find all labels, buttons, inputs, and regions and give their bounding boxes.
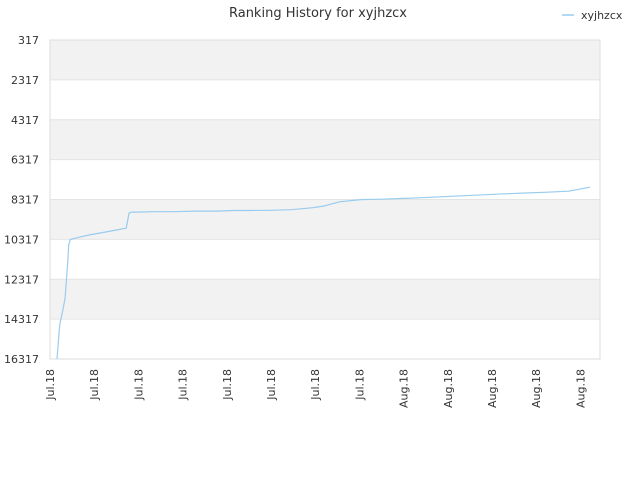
series-line-xyjhzcx <box>56 186 591 360</box>
x-tick-label: Jul.18 <box>221 369 234 401</box>
x-axis-ticks: Jul.18 Jul.18 Jul.18 Jul.18 Jul.18 Jul.18 Jul.… <box>44 369 587 408</box>
x-tick-label: Jul.18 <box>309 369 322 401</box>
x-tick-label: Jul.18 <box>44 369 57 401</box>
legend-label: xyjhzcx <box>581 9 623 22</box>
plot-band <box>50 40 600 80</box>
x-tick-label: Jul.18 <box>132 369 145 401</box>
x-tick-label: Jul.18 <box>265 369 278 401</box>
y-tick-label: 317 <box>18 34 39 47</box>
x-tick-label: Aug.18 <box>398 369 411 408</box>
x-tick-label: Jul.18 <box>177 369 190 401</box>
y-axis-ticks: 317 2317 4317 6317 8317 10317 12317 14317 16317 <box>4 34 39 366</box>
x-tick-label: Jul.18 <box>353 369 366 401</box>
x-tick-label: Jul.18 <box>88 369 101 401</box>
y-tick-label: 4317 <box>11 114 39 127</box>
y-tick-label: 2317 <box>11 74 39 87</box>
legend: xyjhzcx <box>562 9 623 22</box>
x-tick-label: Aug.18 <box>574 369 587 408</box>
x-tick-label: Aug.18 <box>486 369 499 408</box>
plot-band <box>50 119 600 160</box>
y-tick-label: 12317 <box>4 273 39 286</box>
y-tick-label: 8317 <box>11 194 39 207</box>
chart-title: Ranking History for xyjhzcx <box>229 6 407 21</box>
y-tick-label: 16317 <box>4 353 39 366</box>
y-tick-label: 6317 <box>11 154 39 167</box>
y-tick-label: 14317 <box>4 313 39 326</box>
plot-frame <box>49 39 601 360</box>
plot-bands <box>50 40 600 320</box>
plot-band <box>50 279 600 320</box>
y-tick-label: 10317 <box>4 233 39 246</box>
x-tick-label: Aug.18 <box>442 369 455 408</box>
x-tick-label: Aug.18 <box>530 369 543 408</box>
